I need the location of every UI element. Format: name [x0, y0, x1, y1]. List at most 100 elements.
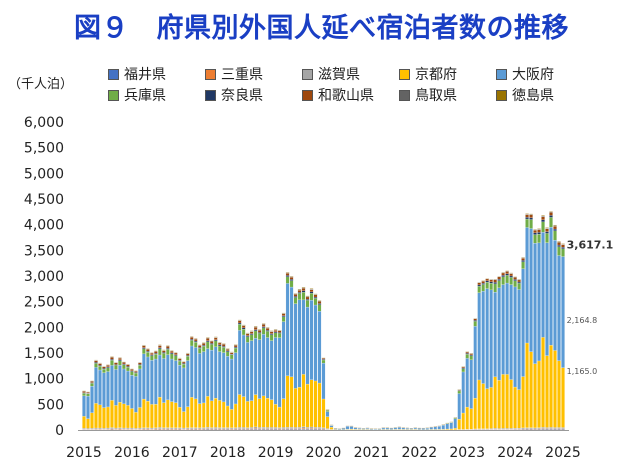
bar-segment	[557, 244, 561, 247]
bar-stack	[497, 276, 501, 431]
bar-stack	[98, 362, 102, 431]
bar-segment	[198, 345, 202, 348]
bar-segment	[229, 358, 234, 410]
bar-stack	[485, 278, 489, 431]
bar-segment	[158, 427, 162, 429]
bar-stack	[217, 341, 222, 431]
bar-segment	[293, 294, 298, 297]
bar-segment	[525, 218, 529, 228]
bar-segment	[162, 402, 166, 428]
bar-segment	[253, 429, 258, 431]
bar-segment	[182, 367, 186, 412]
bar-segment	[261, 324, 266, 327]
bar-segment	[317, 427, 322, 429]
bar-segment	[217, 345, 222, 352]
bar-segment	[194, 338, 198, 342]
bar-segment	[281, 315, 286, 317]
bar-segment	[489, 289, 493, 388]
bar-segment	[293, 427, 298, 429]
bar-segment	[253, 426, 258, 429]
bar-segment	[213, 428, 218, 430]
bar-segment	[297, 292, 302, 294]
bar-stack	[389, 427, 394, 431]
x-tick-label: 2015	[66, 445, 102, 460]
bar-segment	[273, 331, 278, 333]
bar-segment	[206, 348, 210, 397]
bar-segment	[265, 337, 270, 399]
bar-segment	[102, 366, 106, 369]
bar-segment	[513, 428, 517, 430]
bar-segment	[257, 398, 262, 428]
bar-stack	[130, 368, 134, 431]
bar-segment	[162, 352, 166, 354]
bar-stack	[289, 276, 294, 431]
bar-stack	[405, 427, 410, 431]
bar-segment	[497, 380, 501, 429]
bar-segment	[225, 356, 230, 407]
bar-stack	[481, 280, 485, 431]
bar-segment	[257, 332, 262, 334]
y-tick-label: 5,000	[24, 166, 64, 182]
bar-segment	[114, 427, 118, 430]
bar-segment	[381, 427, 386, 430]
bar-stack	[501, 272, 505, 431]
bar-segment	[277, 333, 282, 338]
bar-segment	[174, 355, 178, 361]
bar-segment	[130, 408, 134, 429]
bar-segment	[297, 387, 302, 428]
bar-segment	[122, 363, 126, 365]
legend-item: 和歌山県	[302, 85, 374, 105]
bar-segment	[154, 354, 158, 360]
bar-segment	[170, 358, 174, 402]
bar-segment	[309, 426, 314, 429]
bar-segment	[293, 303, 298, 389]
bar-segment	[134, 428, 138, 430]
bar-segment	[541, 232, 545, 338]
bar-segment	[253, 428, 258, 430]
bar-stack	[281, 312, 286, 431]
bar-segment	[98, 366, 102, 371]
bar-stack	[301, 286, 306, 431]
bar-segment	[301, 429, 306, 431]
bar-segment	[429, 427, 434, 430]
bar-segment	[517, 279, 521, 283]
bar-stack	[349, 425, 354, 431]
bar-segment	[305, 306, 310, 385]
bar-segment	[285, 427, 290, 429]
bar-segment	[489, 387, 493, 429]
bar-segment	[166, 354, 170, 400]
legend-item: 三重県	[205, 64, 263, 84]
bar-segment	[297, 427, 302, 429]
bar-segment	[529, 351, 533, 428]
bar-segment	[513, 279, 517, 281]
bar-stack	[553, 224, 557, 431]
bar-segment	[86, 393, 90, 397]
bar-segment	[225, 428, 230, 430]
bar-segment	[525, 342, 529, 428]
legend-label: 三重県	[221, 67, 263, 83]
bar-segment	[174, 402, 178, 428]
bar-segment	[465, 351, 469, 354]
bar-segment	[301, 426, 306, 429]
bar-segment	[118, 360, 122, 366]
bar-stack	[409, 427, 414, 431]
bar-stack	[385, 427, 390, 431]
bar-stack	[469, 353, 473, 431]
bar-segment	[529, 228, 533, 352]
bar-segment	[453, 428, 457, 430]
bar-segment	[289, 279, 294, 281]
bar-segment	[553, 228, 557, 231]
bar-segment	[445, 428, 449, 430]
bar-stack	[329, 424, 334, 431]
x-tick-label: 2016	[114, 445, 150, 460]
bar-segment	[465, 406, 469, 430]
legend-item: 福井県	[108, 64, 166, 84]
bar-stack	[249, 330, 254, 431]
bar-segment	[297, 288, 302, 290]
bar-segment	[449, 422, 453, 430]
bar-segment	[241, 328, 246, 336]
bar-segment	[549, 215, 553, 218]
bar-segment	[225, 350, 230, 352]
bar-segment	[537, 228, 541, 230]
bar-segment	[521, 427, 525, 430]
